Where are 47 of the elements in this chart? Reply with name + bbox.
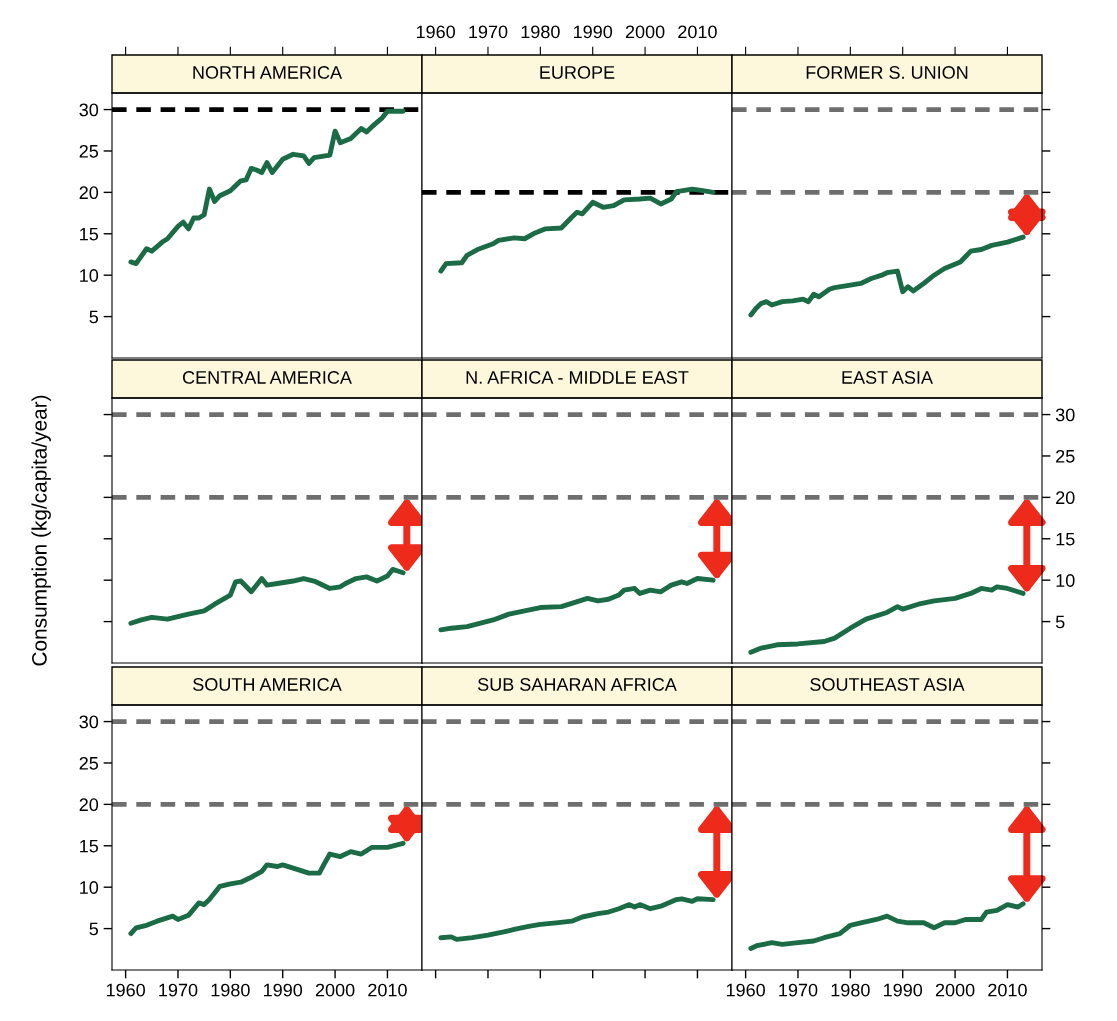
x-tick-label: 2010: [988, 983, 1027, 997]
chart-title: EUROPE: [540, 66, 615, 79]
y-tick-label: 15: [80, 839, 99, 853]
x-tick-label: 1960: [726, 983, 765, 997]
y-tick-label: 5: [1055, 615, 1065, 629]
x-tick-label: 1990: [884, 983, 923, 997]
line-series: [128, 108, 406, 267]
y-tick-label: 25: [1056, 449, 1075, 463]
x-tick-label: 1970: [469, 25, 508, 39]
x-tick-label: 1980: [831, 983, 870, 997]
chart-title: CENTRAL AMERICA: [182, 371, 352, 384]
y-axis-title: Consumption (kg/capita/year): [31, 395, 51, 666]
x-tick-label: 2010: [678, 25, 717, 39]
y-tick-label: 20: [79, 186, 99, 200]
chart-title: EAST ASIA: [842, 371, 933, 384]
chart-title: FORMER S. UNION: [806, 66, 968, 79]
y-tick-label: 25: [79, 756, 99, 770]
x-tick-label: 1990: [264, 983, 303, 997]
y-tick-label: 10: [80, 269, 99, 282]
x-tick-label: 1970: [779, 983, 818, 997]
x-tick-label: 1960: [416, 25, 455, 39]
chart-title: N. AFRICA - MIDDLE EAST: [466, 371, 689, 384]
x-tick-label: 2000: [935, 983, 975, 997]
y-tick-label: 25: [79, 144, 99, 158]
y-tick-label: 10: [80, 881, 99, 894]
x-tick-label: 2010: [368, 983, 407, 997]
y-tick-label: 30: [79, 715, 99, 729]
y-tick-label: 10: [1056, 574, 1075, 587]
y-tick-label: 15: [1056, 532, 1075, 546]
x-tick-label: 1990: [574, 25, 613, 39]
chart-title: SUB SAHARAN AFRICA: [477, 678, 677, 691]
y-tick-label: 30: [79, 103, 99, 117]
x-tick-label: 1970: [159, 983, 198, 997]
chart-title: SOUTHEAST ASIA: [810, 678, 965, 691]
y-tick-label: 5: [89, 310, 99, 324]
x-tick-label: 2000: [625, 25, 665, 39]
x-tick-label: 1960: [106, 983, 145, 997]
y-tick-label: 30: [1055, 408, 1075, 422]
y-tick-label: 20: [79, 798, 99, 812]
chart-title: SOUTH AMERICA: [193, 678, 342, 691]
x-tick-label: 1980: [211, 983, 250, 997]
x-tick-label: 2000: [315, 983, 355, 997]
y-tick-label: 5: [89, 922, 99, 936]
y-tick-label: 15: [80, 227, 99, 241]
y-tick-label: 20: [1056, 491, 1075, 505]
chart-title: NORTH AMERICA: [193, 66, 343, 79]
x-tick-label: 1980: [521, 25, 560, 39]
